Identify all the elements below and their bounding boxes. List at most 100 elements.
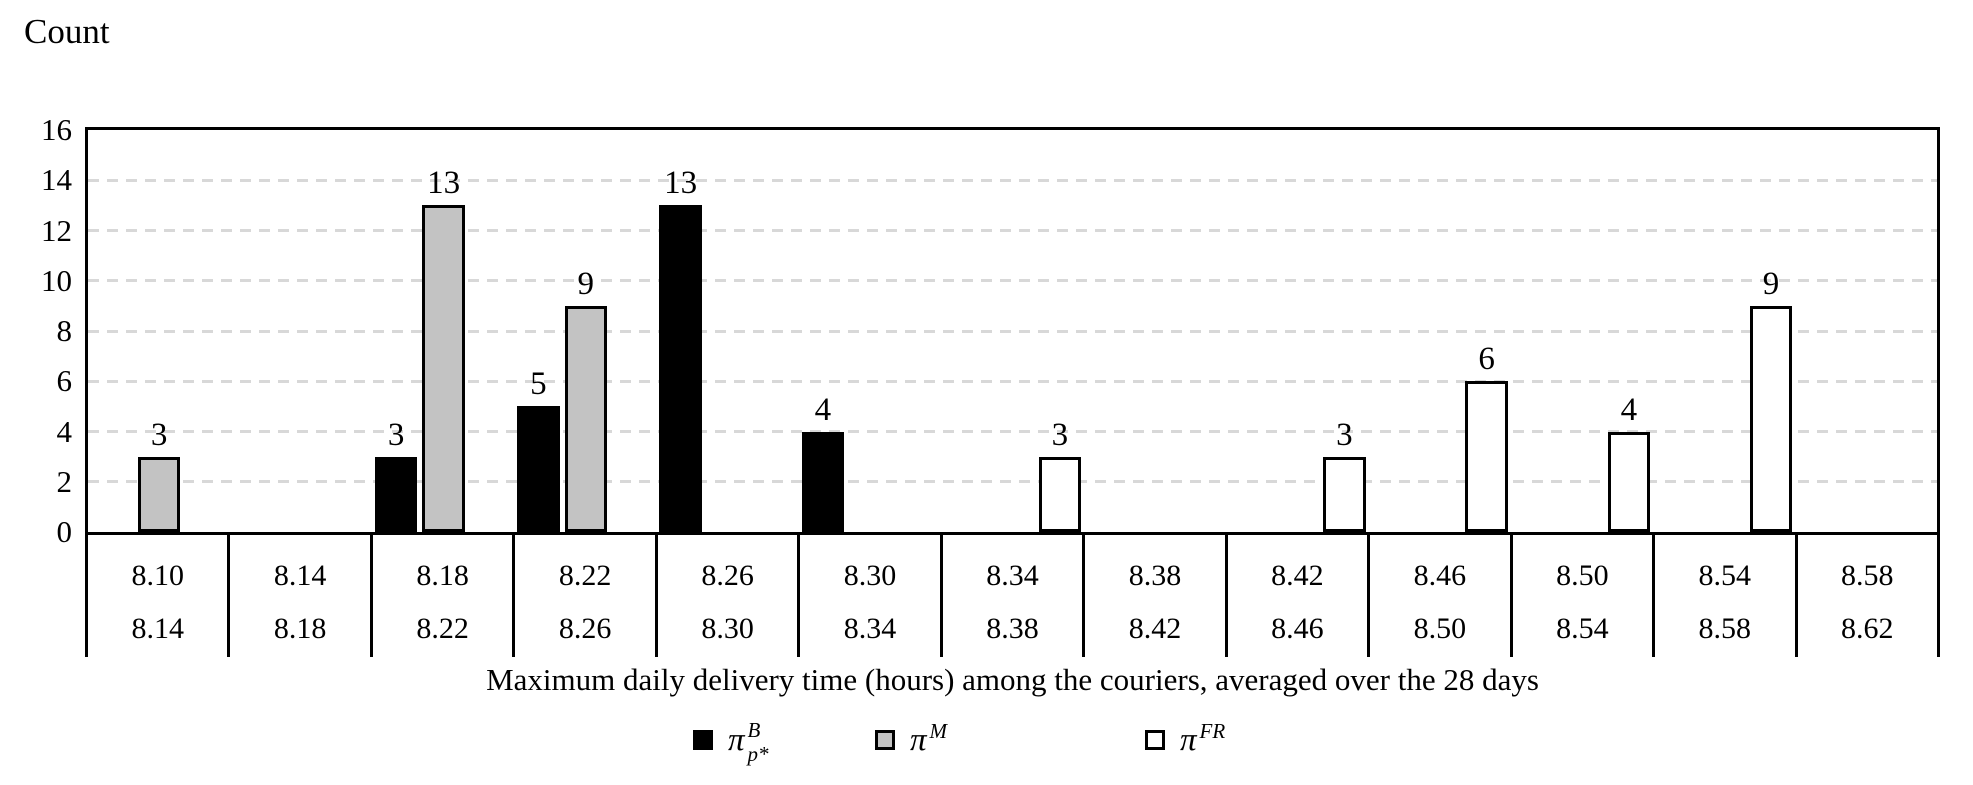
bin-upper-label: 8.22 xyxy=(416,612,469,645)
bin-upper-label: 8.26 xyxy=(558,612,612,645)
legend-swatch-pi-FR xyxy=(1145,730,1165,750)
bar-pi-B-pstar-bin-8.26 xyxy=(659,205,702,532)
bin-boundary-line xyxy=(797,535,801,657)
bin-boundary-line xyxy=(369,535,373,657)
pi-symbol: π xyxy=(1180,721,1197,758)
bar-pi-M-bin-8.18 xyxy=(422,205,465,532)
bin-lower-label: 8.30 xyxy=(843,559,897,592)
y-axis-title: Count xyxy=(24,12,110,51)
bar-value-label: 5 xyxy=(530,366,547,403)
bar-pi-FR-bin-8.42 xyxy=(1323,456,1366,532)
bin-lower-label: 8.42 xyxy=(1271,559,1324,592)
bar-value-label: 13 xyxy=(427,165,461,202)
bin-upper-label: 8.62 xyxy=(1841,612,1894,645)
bar-pi-FR-bin-8.34 xyxy=(1038,456,1082,532)
bar-value-label: 3 xyxy=(1051,416,1069,453)
bin-lower-label: 8.10 xyxy=(131,559,184,592)
legend-swatch-pi-B-pstar xyxy=(693,730,713,750)
bin-upper-label: 8.50 xyxy=(1413,612,1467,645)
bar-pi-M-bin-8.22 xyxy=(564,305,607,532)
bin-upper-label: 8.38 xyxy=(986,612,1039,645)
bin-boundary-line xyxy=(654,535,658,657)
bar-value-label: 4 xyxy=(1620,391,1638,428)
gridline-10 xyxy=(88,279,1937,283)
bin-upper-label: 8.58 xyxy=(1698,612,1752,645)
legend-script: FR xyxy=(1199,718,1226,743)
y-tick-8: 8 xyxy=(56,313,73,348)
bin-upper-label: 8.14 xyxy=(131,612,184,645)
bin-boundary-line xyxy=(512,535,516,657)
bar-pi-B-pstar-bin-8.18 xyxy=(374,456,418,532)
bar-value-label: 3 xyxy=(1336,416,1353,453)
bin-lower-label: 8.46 xyxy=(1413,559,1467,592)
bar-value-label: 3 xyxy=(387,416,405,453)
bin-boundary-line xyxy=(1367,535,1371,657)
bar-pi-FR-bin-8.50 xyxy=(1607,431,1651,532)
bin-lower-label: 8.22 xyxy=(558,559,612,592)
bin-boundary-line xyxy=(939,535,943,657)
bar-pi-FR-bin-8.54 xyxy=(1749,305,1793,532)
y-tick-2: 2 xyxy=(56,463,73,499)
legend-subscript: p* xyxy=(747,741,769,766)
bin-lower-label: 8.34 xyxy=(986,559,1039,592)
bin-lower-label: 8.50 xyxy=(1556,559,1609,592)
gridline-12 xyxy=(88,229,1937,232)
y-tick-12: 12 xyxy=(41,212,72,248)
pi-symbol: π xyxy=(728,721,745,758)
bin-lower-label: 8.58 xyxy=(1841,559,1894,592)
legend-swatch-pi-M xyxy=(875,730,895,750)
bar-value-label: 9 xyxy=(1762,265,1780,302)
plot-area: 3 5 13 4 3 13 9 3 3 6 4 9 xyxy=(85,127,1940,535)
bin-lower-label: 8.38 xyxy=(1128,559,1182,592)
bin-upper-label: 8.54 xyxy=(1556,612,1609,645)
y-tick-16: 16 xyxy=(41,112,72,147)
y-tick-6: 6 xyxy=(56,363,73,399)
bar-value-label: 4 xyxy=(814,391,832,428)
y-tick-4: 4 xyxy=(56,413,73,449)
y-tick-14: 14 xyxy=(41,162,72,198)
bar-value-label: 9 xyxy=(577,265,595,302)
bin-boundary-line xyxy=(85,535,88,657)
legend-label-pi-FR: π FR xyxy=(1180,718,1226,758)
bin-lower-label: 8.54 xyxy=(1698,559,1752,592)
gridline-4 xyxy=(88,430,1937,433)
bin-upper-label: 8.30 xyxy=(701,612,754,645)
bin-boundary-line xyxy=(1082,535,1086,657)
gridline-2 xyxy=(88,480,1937,484)
pi-symbol: π xyxy=(910,721,927,758)
bin-boundary-line xyxy=(1509,535,1513,657)
legend-script: M xyxy=(929,718,948,743)
bar-value-label: 13 xyxy=(664,165,698,202)
x-axis-title: Maximum daily delivery time (hours) amon… xyxy=(486,662,1539,697)
bin-upper-label: 8.42 xyxy=(1128,612,1182,645)
bar-value-label: 3 xyxy=(150,416,168,453)
legend-item-pi-FR: π FR xyxy=(1145,712,1225,768)
y-tick-0: 0 xyxy=(56,514,73,549)
legend-superscript: M xyxy=(929,718,948,743)
bin-boundary-line xyxy=(1652,535,1656,657)
bar-pi-M-bin-8.10 xyxy=(137,456,181,532)
legend-superscript: FR xyxy=(1199,718,1226,743)
bin-boundary-line xyxy=(227,535,231,657)
gridline-14 xyxy=(88,178,1937,182)
bin-boundary-line xyxy=(1224,535,1228,657)
bar-pi-B-pstar-bin-8.22 xyxy=(517,406,560,532)
gridline-6 xyxy=(88,379,1937,383)
bin-boundary-line xyxy=(1937,535,1940,657)
y-tick-10: 10 xyxy=(41,262,72,298)
bin-upper-label: 8.46 xyxy=(1271,612,1324,645)
legend-superscript: B xyxy=(747,717,761,742)
bin-lower-label: 8.18 xyxy=(416,559,469,592)
bin-upper-label: 8.34 xyxy=(843,612,897,645)
bar-pi-B-pstar-bin-8.30 xyxy=(801,431,845,532)
bar-value-label: 6 xyxy=(1478,341,1495,378)
bin-lower-label: 8.26 xyxy=(701,559,754,592)
bar-pi-FR-bin-8.46 xyxy=(1465,381,1508,532)
bin-upper-label: 8.18 xyxy=(273,612,327,645)
